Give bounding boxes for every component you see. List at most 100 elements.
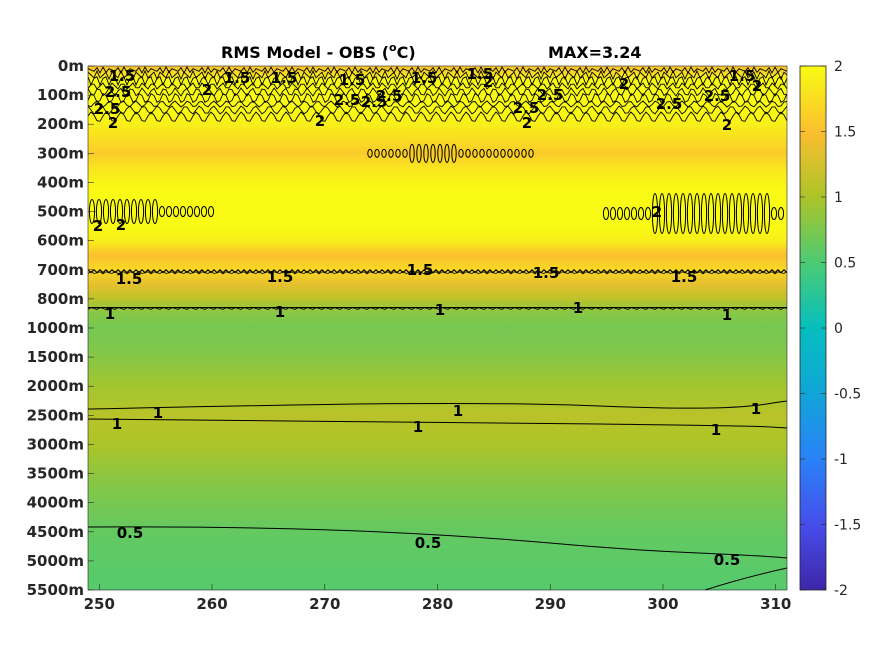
contour-oval xyxy=(130,199,138,225)
y-tick-label: 100m xyxy=(37,86,84,104)
contour-label: 1.5 xyxy=(467,65,494,83)
colorbar-tick-label: 1.5 xyxy=(834,125,856,141)
contour-label: 2.5 xyxy=(656,95,683,113)
contour-label: 2 xyxy=(722,116,732,134)
x-tick-label: 260 xyxy=(196,595,227,613)
contour-label: 1 xyxy=(711,421,721,439)
colorbar-tick-label: 2 xyxy=(834,59,843,75)
colorbar-tick-label: 0.5 xyxy=(834,256,856,272)
contour-label: 1 xyxy=(413,418,423,436)
x-tick-label: 290 xyxy=(535,595,566,613)
contour-oval xyxy=(500,148,506,158)
contour-oval xyxy=(465,148,471,158)
y-tick-label: 5000m xyxy=(27,552,84,570)
contour-oval xyxy=(137,199,145,225)
contour-oval xyxy=(95,199,103,225)
contour-label: 1 xyxy=(112,415,122,433)
contour-oval xyxy=(186,206,194,218)
x-tick-label: 250 xyxy=(84,595,115,613)
contour-label: 0.5 xyxy=(415,534,442,552)
contour-oval xyxy=(630,207,638,221)
contour-label: 2 xyxy=(522,114,532,132)
contour-oval xyxy=(528,148,534,158)
contour-oval xyxy=(423,143,429,163)
contour-oval xyxy=(172,206,180,218)
contour-label: 0.5 xyxy=(117,524,144,542)
contour-label: 2 xyxy=(652,203,662,221)
contour-label: 2 xyxy=(619,75,629,93)
y-axis: 0m 100m 200m 300m 400m 500m 600m 700m 800m 1000m 1… xyxy=(27,57,94,599)
contour-oval xyxy=(665,193,673,235)
contour-label: 1 xyxy=(722,306,732,324)
contour-oval xyxy=(728,193,736,235)
contour-oval xyxy=(644,207,652,221)
contour-label: 1 xyxy=(153,404,163,422)
contour-oval xyxy=(367,148,373,158)
x-tick-label: 280 xyxy=(422,595,453,613)
contour-label: 2 xyxy=(315,112,325,130)
contour-oval xyxy=(388,148,394,158)
y-tick-label: 4000m xyxy=(27,494,84,512)
contour-label: 1 xyxy=(573,299,583,317)
contour-oval xyxy=(693,193,701,235)
contour-line xyxy=(88,400,787,410)
contour-oval xyxy=(609,207,617,221)
colorbar-tick-label: -1.5 xyxy=(834,518,861,534)
contour-oval xyxy=(458,148,464,158)
contour-oval xyxy=(374,148,380,158)
colorbar-tick-label: 1 xyxy=(834,190,843,206)
contour-label: 1 xyxy=(751,400,761,418)
contour-oval xyxy=(102,199,110,225)
contour-oval xyxy=(451,143,457,163)
contour-line xyxy=(88,66,787,74)
contour-oval xyxy=(777,207,785,221)
contour-oval xyxy=(416,143,422,163)
y-tick-label: 500m xyxy=(37,203,84,221)
y-tick-label: 200m xyxy=(37,115,84,133)
contour-label: 2.5 xyxy=(513,99,540,117)
contour-oval xyxy=(672,193,680,235)
contour-label: 2.5 xyxy=(105,83,132,101)
contour-label: 2.5 xyxy=(704,87,731,105)
contour-oval xyxy=(707,193,715,235)
contour-label: 1.5 xyxy=(224,69,251,87)
y-tick-label: 5500m xyxy=(27,581,84,599)
contour-label: 2.5 xyxy=(334,91,361,109)
colorbar-tick-label: -0.5 xyxy=(834,387,861,403)
contour-oval xyxy=(602,207,610,221)
contour-oval xyxy=(409,143,415,163)
contour-line xyxy=(88,307,787,310)
contour-line xyxy=(88,76,787,87)
contour-label: 2 xyxy=(483,73,493,91)
contour-line xyxy=(88,87,787,97)
contour-oval xyxy=(109,199,117,225)
colorbar-tick-label: 0 xyxy=(834,321,843,337)
contour-label: 1.5 xyxy=(271,69,298,87)
contour-oval xyxy=(679,193,687,235)
colorbar-tick-label: -1 xyxy=(834,452,848,468)
contour-oval xyxy=(514,148,520,158)
contour-label: 2.5 xyxy=(376,87,403,105)
contour-label: 2 xyxy=(93,217,103,235)
contour-oval xyxy=(507,148,513,158)
contour-oval xyxy=(123,199,131,225)
contour-oval xyxy=(616,207,624,221)
y-tick-label: 300m xyxy=(37,144,84,162)
contour-oval xyxy=(700,193,708,235)
contour-line xyxy=(88,271,787,275)
contour-line xyxy=(704,567,787,590)
contour-oval xyxy=(686,193,694,235)
contour-label-group: 1.5 1.5 1.5 1.5 1.5 1.5 1.52 2 2 22.52.5 2.5 2.52.5… xyxy=(93,65,762,569)
contour-oval xyxy=(623,207,631,221)
contour-oval xyxy=(756,193,764,235)
contour-label: 2 xyxy=(752,77,762,95)
contour-oval xyxy=(430,143,436,163)
plot-area: 1.5 1.5 1.5 1.5 1.5 1.5 1.52 2 2 22.52.5 2.5 2.52.5… xyxy=(87,65,788,591)
contour-oval xyxy=(479,148,485,158)
x-tick-label: 300 xyxy=(647,595,678,613)
x-axis: 250 260 270 280 290 300 310 xyxy=(84,584,791,613)
contour-oval xyxy=(637,207,645,221)
contour-oval xyxy=(151,199,159,225)
contour-line xyxy=(88,418,787,429)
contour-oval xyxy=(735,193,743,235)
